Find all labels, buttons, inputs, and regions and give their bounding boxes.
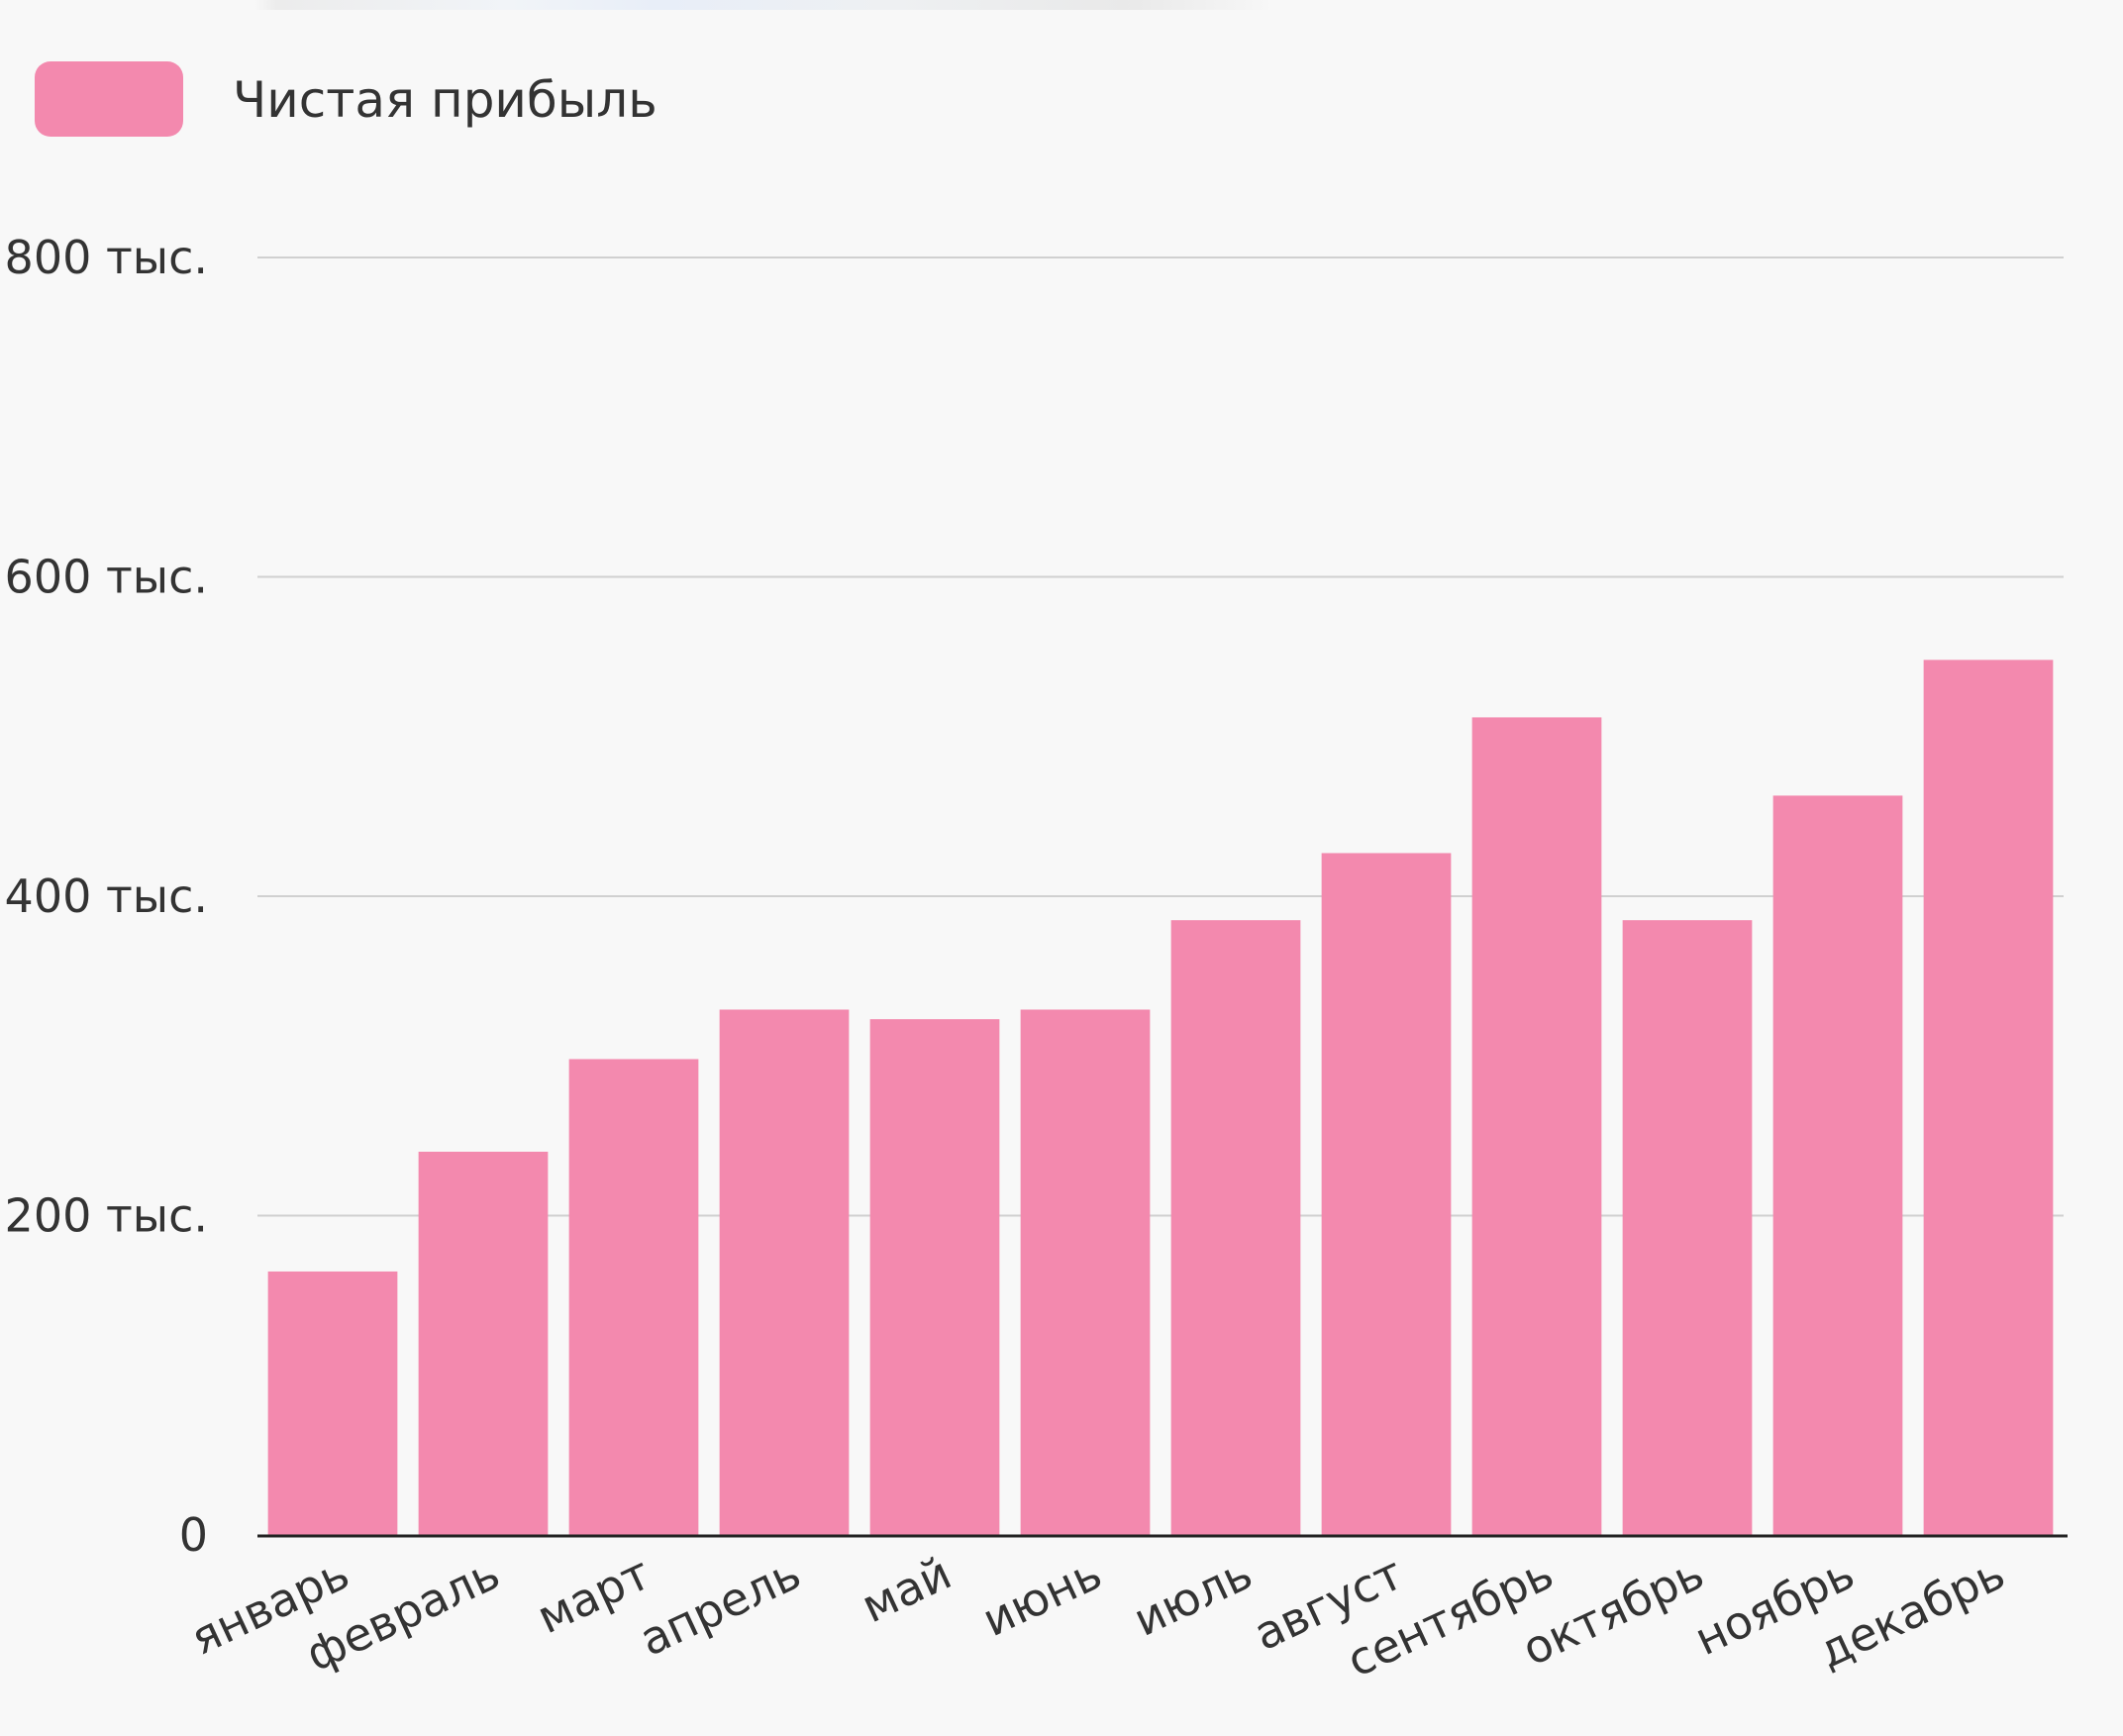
bars — [267, 660, 2054, 1535]
bar-3[interactable] — [568, 1059, 699, 1535]
bar-6[interactable] — [1020, 1009, 1151, 1535]
bar-10[interactable] — [1622, 920, 1753, 1535]
x-tick-label: май — [854, 1546, 960, 1633]
gridlines — [257, 256, 2064, 1217]
y-axis-tick-labels: 0 200 тыс. 400 тыс. 600 тыс. 800 тыс. — [5, 231, 208, 1562]
top-cropped-strip — [0, 0, 2123, 10]
legend-label-net-profit: Чистая прибыль — [233, 71, 657, 129]
y-tick-label: 400 тыс. — [5, 869, 208, 923]
bar-8[interactable] — [1321, 853, 1452, 1535]
bar-2[interactable] — [418, 1152, 549, 1535]
x-tick-label: июль — [1125, 1546, 1260, 1647]
bar-9[interactable] — [1471, 717, 1602, 1535]
y-tick-label: 600 тыс. — [5, 551, 208, 604]
y-tick-label: 800 тыс. — [5, 231, 208, 284]
bar-4[interactable] — [719, 1009, 850, 1535]
legend[interactable]: Чистая прибыль — [35, 61, 657, 137]
bar-5[interactable] — [869, 1019, 1000, 1535]
bar-12[interactable] — [1923, 660, 2054, 1535]
y-tick-label: 0 — [179, 1508, 208, 1562]
bar-1[interactable] — [267, 1271, 398, 1535]
bar-7[interactable] — [1170, 920, 1301, 1535]
y-tick-label: 200 тыс. — [5, 1189, 208, 1243]
legend-swatch — [35, 61, 183, 137]
x-tick-label: апрель — [632, 1546, 809, 1667]
bar-11[interactable] — [1772, 795, 1903, 1535]
x-tick-label: июнь — [974, 1546, 1110, 1647]
